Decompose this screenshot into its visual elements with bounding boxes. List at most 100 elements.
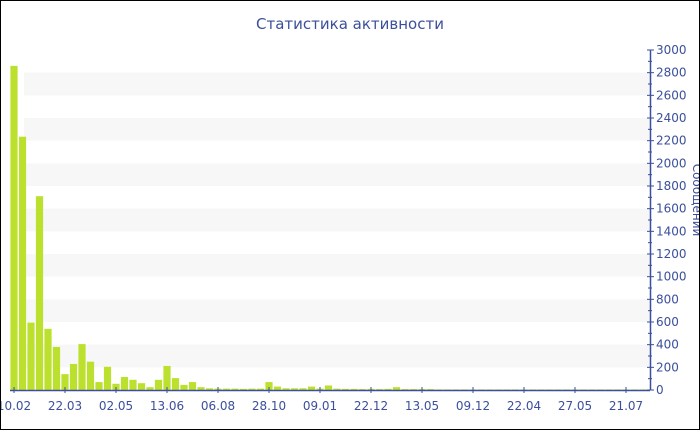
y-axis-label: Сообщений	[690, 164, 699, 237]
y-tick-label: 3000	[656, 43, 687, 57]
bar	[171, 378, 180, 390]
x-tick-label: 06.08	[201, 399, 235, 413]
y-tick-label: 1800	[656, 179, 687, 193]
x-tick-label: 10.02	[1, 399, 31, 413]
bar	[639, 389, 647, 390]
bar	[443, 389, 452, 390]
bar	[537, 389, 545, 390]
bar	[137, 383, 146, 390]
bar	[273, 386, 282, 390]
grid-band	[24, 118, 650, 141]
x-tick-label: 28.10	[252, 399, 286, 413]
y-tick-label: 2800	[656, 66, 687, 80]
bar	[112, 383, 120, 390]
x-tick-label: 13.05	[405, 399, 439, 413]
bar	[375, 389, 384, 390]
y-tick-label: 2400	[656, 111, 687, 125]
bar	[409, 389, 418, 390]
bar	[197, 387, 205, 390]
bar	[579, 389, 588, 390]
bar	[129, 379, 137, 390]
bar	[231, 388, 239, 390]
y-tick-label: 800	[656, 292, 679, 306]
bar	[596, 389, 605, 390]
bar	[528, 389, 537, 390]
y-tick-label: 0	[656, 383, 664, 397]
bar	[290, 388, 299, 390]
x-tick-label: 09.01	[303, 399, 337, 413]
x-tick-label: 13.06	[150, 399, 184, 413]
y-tick-label: 2000	[656, 156, 687, 170]
x-tick-label: 02.05	[99, 399, 133, 413]
grid-band	[24, 299, 650, 322]
x-tick-label: 09.12	[456, 399, 490, 413]
bar	[10, 65, 18, 390]
bar	[44, 328, 52, 390]
x-tick-label: 22.12	[354, 399, 388, 413]
bar	[180, 384, 188, 390]
y-tick-label: 1400	[656, 224, 687, 238]
grid-band	[24, 344, 650, 368]
bar	[27, 322, 35, 390]
bar	[511, 389, 520, 390]
bar	[333, 388, 341, 390]
bar	[426, 389, 435, 390]
y-tick-label: 1600	[656, 202, 687, 216]
bar	[324, 385, 333, 390]
bar	[494, 389, 503, 390]
bar	[163, 365, 171, 390]
bar	[307, 386, 316, 390]
bar	[18, 136, 27, 390]
bar	[477, 389, 486, 390]
bar	[630, 389, 639, 390]
bar	[503, 389, 511, 390]
bar	[265, 382, 273, 390]
x-tick-label: 27.05	[558, 399, 592, 413]
bar	[61, 374, 69, 390]
bar	[545, 389, 554, 390]
bar	[248, 388, 256, 390]
bar	[78, 344, 86, 390]
bar	[69, 363, 78, 390]
bar	[299, 388, 307, 390]
bar	[205, 388, 214, 390]
bar	[282, 388, 290, 390]
y-tick-label: 200	[656, 360, 679, 374]
y-tick-label: 600	[656, 315, 679, 329]
bar	[613, 389, 622, 390]
bar	[95, 382, 103, 390]
chart-title: Статистика активности	[256, 15, 444, 33]
bar	[358, 389, 367, 390]
bar	[154, 379, 163, 390]
bar	[588, 389, 596, 390]
bar	[103, 366, 112, 390]
y-tick-label: 400	[656, 338, 679, 352]
bar	[554, 389, 562, 390]
bar	[341, 388, 350, 390]
y-tick-label: 2600	[656, 88, 687, 102]
bar	[401, 389, 409, 390]
y-tick-label: 1000	[656, 270, 687, 284]
bar	[460, 389, 469, 390]
grid-band	[24, 72, 650, 96]
bar	[52, 346, 61, 390]
bar	[120, 376, 129, 390]
bar	[350, 388, 358, 390]
bar	[562, 389, 571, 390]
bar	[605, 389, 613, 390]
y-tick-label: 1200	[656, 247, 687, 261]
bar	[188, 382, 197, 390]
x-tick-label: 22.04	[507, 399, 541, 413]
bar	[86, 361, 95, 390]
bar	[146, 387, 154, 390]
grid-band	[24, 163, 650, 186]
bar	[392, 387, 401, 390]
bar	[256, 388, 265, 390]
x-tick-label: 21.07	[609, 399, 643, 413]
y-tick-label: 2200	[656, 134, 687, 148]
bar	[452, 389, 460, 390]
bar	[35, 196, 44, 390]
bar	[486, 389, 494, 390]
